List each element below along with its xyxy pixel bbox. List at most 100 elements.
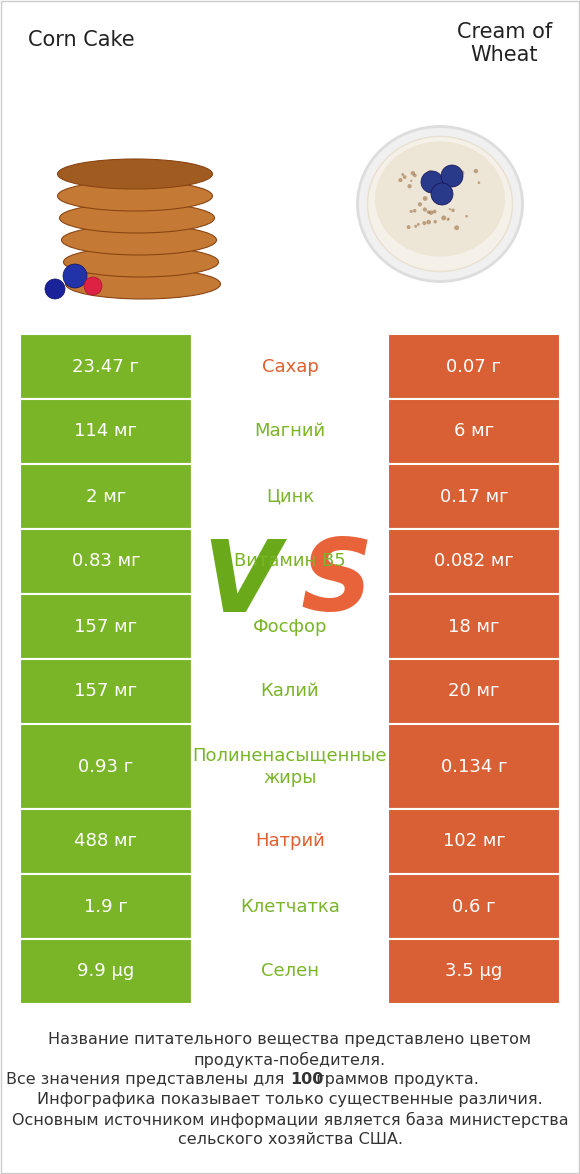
Text: Инфографика показывает только существенные различия.: Инфографика показывает только существенн… [37,1092,543,1107]
Circle shape [460,170,465,175]
Text: 102 мг: 102 мг [443,832,505,850]
Text: Все значения представлены для: Все значения представлены для [6,1072,290,1087]
Circle shape [433,220,437,223]
Circle shape [45,279,65,299]
Circle shape [428,170,432,174]
Circle shape [451,209,455,212]
Circle shape [449,208,451,210]
FancyBboxPatch shape [192,659,388,724]
Text: Цинк: Цинк [266,487,314,506]
FancyBboxPatch shape [20,809,192,873]
Text: Фосфор: Фосфор [253,618,327,635]
Text: 20 мг: 20 мг [448,682,500,701]
Text: 1.9 г: 1.9 г [84,897,128,916]
Text: 0.6 г: 0.6 г [452,897,496,916]
Text: 0.93 г: 0.93 г [78,757,133,776]
Text: Клетчатка: Клетчатка [240,897,340,916]
Ellipse shape [61,225,216,255]
Text: продукта-победителя.: продукта-победителя. [194,1052,386,1068]
Circle shape [403,175,407,178]
Text: S: S [300,535,372,633]
Text: Витамин В5: Витамин В5 [234,553,346,571]
Text: Основным источником информации является база министерства: Основным источником информации является … [12,1112,568,1128]
FancyBboxPatch shape [388,399,560,464]
Ellipse shape [357,127,523,282]
FancyBboxPatch shape [388,809,560,873]
Text: 114 мг: 114 мг [74,423,137,440]
Circle shape [63,264,87,288]
Circle shape [435,181,438,183]
Circle shape [413,209,416,212]
Circle shape [433,210,437,214]
Text: 0.134 г: 0.134 г [441,757,508,776]
Circle shape [448,217,450,220]
Circle shape [474,169,478,174]
Ellipse shape [57,181,212,211]
Circle shape [410,180,412,182]
FancyBboxPatch shape [20,399,192,464]
Ellipse shape [368,136,513,271]
FancyBboxPatch shape [192,724,388,809]
Text: 157 мг: 157 мг [74,618,137,635]
FancyBboxPatch shape [20,594,192,659]
Text: 488 мг: 488 мг [74,832,137,850]
Circle shape [443,181,447,184]
Circle shape [427,210,430,214]
Circle shape [448,175,453,178]
FancyBboxPatch shape [20,873,192,939]
Text: Полиненасыщенные
жиры: Полиненасыщенные жиры [193,747,387,787]
FancyBboxPatch shape [388,939,560,1004]
Text: 157 мг: 157 мг [74,682,137,701]
FancyBboxPatch shape [20,333,192,399]
FancyBboxPatch shape [192,399,388,464]
Circle shape [84,277,102,295]
Text: V: V [202,535,280,633]
FancyBboxPatch shape [20,939,192,1004]
Circle shape [454,225,459,230]
Text: Cream of
Wheat: Cream of Wheat [457,22,552,66]
Text: 9.9 μg: 9.9 μg [77,963,135,980]
FancyBboxPatch shape [20,659,192,724]
Text: 3.5 μg: 3.5 μg [445,963,503,980]
FancyBboxPatch shape [192,464,388,529]
FancyBboxPatch shape [388,464,560,529]
Circle shape [457,182,459,184]
Circle shape [422,221,426,225]
Circle shape [407,225,411,229]
Text: 100: 100 [290,1072,324,1087]
Text: сельского хозяйства США.: сельского хозяйства США. [177,1132,403,1147]
Circle shape [441,202,443,204]
Circle shape [465,215,468,217]
Circle shape [401,173,404,176]
Ellipse shape [375,142,505,256]
Text: 6 мг: 6 мг [454,423,494,440]
Text: Все значения представлены для 100 граммов продукта.: Все значения представлены для 100 граммо… [49,1072,531,1087]
Circle shape [421,171,443,193]
Circle shape [426,220,431,224]
FancyBboxPatch shape [388,529,560,594]
FancyBboxPatch shape [192,809,388,873]
Ellipse shape [63,247,219,277]
Text: 2 мг: 2 мг [86,487,126,506]
FancyBboxPatch shape [192,873,388,939]
Text: 0.17 мг: 0.17 мг [440,487,508,506]
FancyBboxPatch shape [388,333,560,399]
Circle shape [450,174,453,177]
Circle shape [441,166,463,187]
Text: граммов продукта.: граммов продукта. [311,1072,479,1087]
FancyBboxPatch shape [388,873,560,939]
Circle shape [423,208,427,211]
Circle shape [407,184,412,188]
Text: Название питательного вещества представлено цветом: Название питательного вещества представл… [49,1032,531,1047]
Circle shape [418,202,422,207]
FancyBboxPatch shape [192,939,388,1004]
Circle shape [413,174,417,177]
Text: Магний: Магний [255,423,325,440]
Text: 23.47 г: 23.47 г [72,358,140,376]
FancyBboxPatch shape [20,724,192,809]
Text: Corn Cake: Corn Cake [28,31,135,50]
FancyBboxPatch shape [192,594,388,659]
Circle shape [447,173,449,175]
Text: Селен: Селен [261,963,319,980]
Circle shape [478,181,480,184]
